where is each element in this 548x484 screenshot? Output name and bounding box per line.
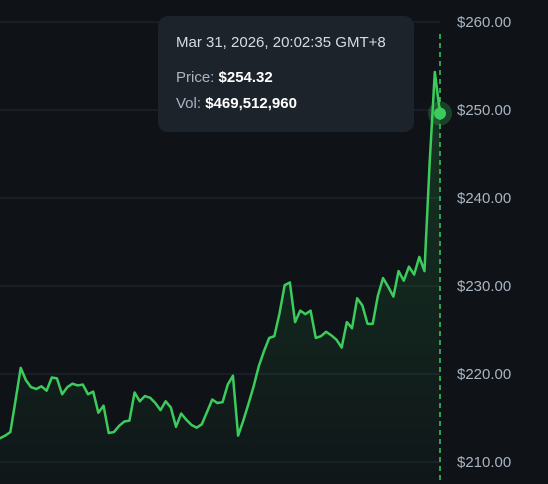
tooltip-price-row: Price: $254.32 xyxy=(176,69,396,86)
tooltip-price-value: $254.32 xyxy=(218,69,273,86)
price-tooltip: Mar 31, 2026, 20:02:35 GMT+8 Price: $254… xyxy=(158,16,414,132)
y-tick-label: $240.00 xyxy=(457,190,511,207)
y-tick-label: $210.00 xyxy=(457,454,511,471)
price-area-fill xyxy=(0,71,440,484)
tooltip-volume-row: Vol: $469,512,960 xyxy=(176,95,396,112)
y-tick-label: $250.00 xyxy=(457,102,511,119)
tooltip-price-key: Price: xyxy=(176,69,215,86)
price-line xyxy=(0,70,442,440)
tooltip-timestamp: Mar 31, 2026, 20:02:35 GMT+8 xyxy=(176,34,386,51)
y-tick-label: $230.00 xyxy=(457,278,511,295)
tooltip-volume-value: $469,512,960 xyxy=(205,95,297,112)
hover-point-marker[interactable] xyxy=(434,107,446,120)
y-axis-ticks: $260.00 $250.00 $240.00 $230.00 $220.00 $210.… xyxy=(457,14,511,471)
y-tick-label: $220.00 xyxy=(457,366,511,383)
y-tick-label: $260.00 xyxy=(457,14,511,31)
tooltip-volume-key: Vol: xyxy=(176,95,202,112)
